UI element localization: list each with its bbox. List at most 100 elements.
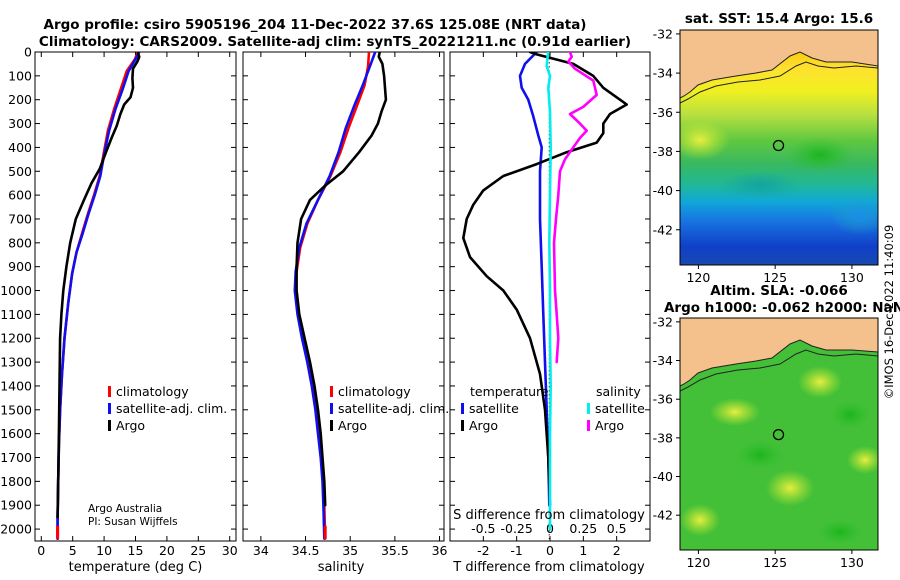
difference-x2-label: S difference from climatology <box>453 508 645 523</box>
legend-label-temperature-argo: Argo <box>469 418 498 433</box>
legend-label-argo: Argo <box>116 418 145 433</box>
legend-swatch-satellite-adj <box>108 403 111 414</box>
sst-map-x-tick-label: 120 <box>686 270 710 285</box>
sla-map-x-tick-label: 125 <box>763 555 787 570</box>
temperature-y-tick-label: 0 <box>24 45 32 60</box>
legend-swatch-satellite-adj <box>330 403 333 414</box>
sla-map-x-tick-label: 130 <box>840 555 864 570</box>
difference-series-temperature-argo <box>461 52 629 507</box>
difference-x-tick-label: -2 <box>477 543 489 558</box>
legend-title-salinity: salinity <box>596 384 641 399</box>
temperature-y-tick-label: 1700 <box>0 450 32 465</box>
sst-map-y-tick-label: -34 <box>653 66 673 81</box>
credit-organisation: Argo Australia <box>88 503 162 515</box>
difference-series-salinity-argo <box>552 52 599 364</box>
temperature-y-tick-label: 300 <box>8 116 32 131</box>
imos-timestamp: ©IMOS 16-Dec-2022 11:40:09 <box>882 225 896 400</box>
sst-map-y-tick-label: -36 <box>653 105 673 120</box>
sla-map-subtitle: Argo h1000: -0.062 h2000: NaN <box>664 300 900 316</box>
sla-map-y-tick-label: -38 <box>653 430 673 445</box>
figure-title-line2: Climatology: CARS2009. Satellite-adj cli… <box>39 34 631 50</box>
temperature-legend: climatology satellite-adj. clim. Argo <box>108 384 227 433</box>
temperature-x-tick-label: 30 <box>222 543 238 558</box>
sla-map-field <box>680 318 878 550</box>
legend-label-temperature-satellite: satellite <box>469 401 519 416</box>
temperature-y-tick-label: 1900 <box>0 498 32 513</box>
sla-profile-location-marker <box>772 428 785 441</box>
sst-eddy-warm <box>680 120 730 160</box>
legend-label-climatology: climatology <box>116 384 189 399</box>
figure-title-line1: Argo profile: csiro 5905196_204 11-Dec-2… <box>44 17 587 33</box>
sst-coastline <box>680 51 878 99</box>
sla-anomaly-high <box>766 470 814 506</box>
sla-map-frame <box>679 317 879 551</box>
difference-salinity-legend: salinity satellite Argo <box>587 384 645 433</box>
legend-label-satellite-adj: satellite-adj. clim. <box>116 401 227 416</box>
temperature-x-tick-label: 15 <box>128 543 144 558</box>
temperature-x-label: temperature (deg C) <box>69 560 203 575</box>
legend-label-satellite-adj: satellite-adj. clim. <box>338 401 449 416</box>
difference-x2-tick-label: -0.5 <box>471 521 495 536</box>
legend-swatch-salinity-satellite <box>587 403 590 414</box>
temperature-x-tick-label: 0 <box>37 543 45 558</box>
temperature-y-tick-label: 900 <box>8 259 32 274</box>
legend-label-argo: Argo <box>338 418 367 433</box>
sst-map-y-tick-label: -42 <box>653 222 673 237</box>
legend-label-salinity-satellite: satellite <box>595 401 645 416</box>
temperature-y-tick-label: 1500 <box>0 402 32 417</box>
sla-anomaly-low <box>828 399 872 431</box>
salinity-x-tick-label: 36 <box>432 543 448 558</box>
temperature-x-tick-label: 25 <box>190 543 206 558</box>
sst-profile-location-marker <box>772 139 785 152</box>
temperature-y-tick-label: 200 <box>8 92 32 107</box>
sst-map-y-tick-label: -32 <box>653 26 673 41</box>
salinity-series-argo <box>295 52 388 507</box>
difference-temperature-legend: temperature satellite Argo <box>461 384 549 433</box>
difference-x-tick-label: 1 <box>579 543 587 558</box>
sla-map-y-tick-label: -34 <box>653 353 673 368</box>
temperature-x-tick-label: 5 <box>69 543 77 558</box>
sla-map-x-tick-label: 120 <box>686 555 710 570</box>
legend-label-climatology: climatology <box>338 384 411 399</box>
temperature-y-tick-label: 100 <box>8 68 32 83</box>
sla-anomaly-high <box>710 398 760 426</box>
temperature-y-tick-label: 1100 <box>0 307 32 322</box>
difference-x-tick-label: 2 <box>613 543 621 558</box>
sla-map-title: Altim. SLA: -0.066 <box>710 283 847 299</box>
sla-anomaly-high <box>798 366 842 398</box>
temperature-y-tick-label: 700 <box>8 211 32 226</box>
temperature-plot-frame <box>34 51 237 542</box>
sst-map-title: sat. SST: 15.4 Argo: 15.6 <box>685 11 873 27</box>
legend-swatch-temperature-argo <box>461 420 464 431</box>
salinity-plot-frame <box>242 51 445 542</box>
temperature-x-tick-label: 20 <box>159 543 175 558</box>
temperature-y-tick-label: 600 <box>8 188 32 203</box>
temperature-y-tick-label: 800 <box>8 235 32 250</box>
legend-swatch-argo <box>330 420 333 431</box>
temperature-climatology-bottom-marker <box>56 526 60 539</box>
sla-depth-contour <box>680 349 878 392</box>
sst-eddy-green <box>785 137 855 173</box>
sst-depth-contour <box>680 61 878 104</box>
difference-x2-tick-label: 0.5 <box>607 521 627 536</box>
sla-map-y-tick-label: -36 <box>653 392 673 407</box>
sst-map-y-tick-label: -38 <box>653 144 673 159</box>
sla-map-y-tick-label: -32 <box>653 314 673 329</box>
salinity-x-label: salinity <box>318 560 365 575</box>
sla-anomaly-high <box>680 504 720 536</box>
salinity-series-satellite-adj-clim <box>293 52 377 540</box>
temperature-y-tick-label: 500 <box>8 164 32 179</box>
sla-anomaly-high <box>847 446 878 474</box>
legend-swatch-argo <box>108 420 111 431</box>
salinity-x-tick-label: 35 <box>342 543 358 558</box>
temperature-y-tick-label: 1600 <box>0 426 32 441</box>
temperature-y-tick-label: 1000 <box>0 283 32 298</box>
sst-map-frame <box>679 29 879 266</box>
sst-map-y-tick-label: -40 <box>653 183 673 198</box>
sla-map-y-tick-label: -40 <box>653 469 673 484</box>
difference-series-temperature-satellite <box>518 52 551 507</box>
difference-series-salinity-satellite <box>545 52 553 531</box>
salinity-x-tick-label: 34.5 <box>292 543 320 558</box>
legend-swatch-salinity-argo <box>587 420 590 431</box>
temperature-y-tick-label: 2000 <box>0 522 32 537</box>
